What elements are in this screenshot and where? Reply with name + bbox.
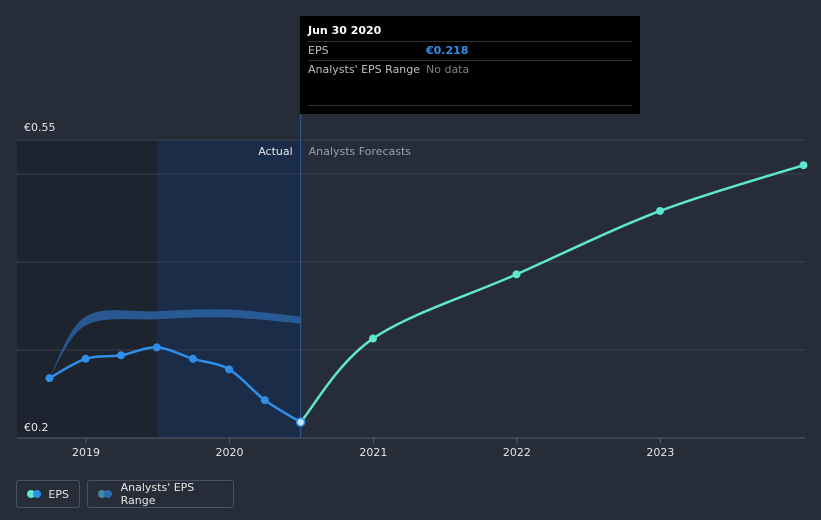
legend-eps-label: EPS	[48, 487, 69, 501]
eps-forecast-line	[299, 164, 804, 423]
eps-point-selected	[295, 417, 306, 427]
tooltip-eps-value: €0.218	[426, 44, 469, 57]
legend-analysts-range[interactable]: Analysts' EPS Range	[87, 480, 234, 508]
y-tick-bottom: €0.2	[24, 421, 49, 434]
eps-point	[225, 365, 234, 374]
eps-forecast-point	[369, 334, 377, 343]
legend-eps[interactable]: EPS	[16, 480, 80, 508]
x-tick-label: 2020	[216, 446, 244, 459]
eps-point	[188, 354, 197, 363]
x-tick-label: 2022	[503, 446, 531, 459]
eps-point	[260, 396, 269, 405]
tooltip-eps-label: EPS	[308, 44, 329, 57]
eps-forecast-point	[656, 206, 664, 215]
y-tick-top: €0.55	[24, 121, 56, 134]
eps-point	[116, 351, 125, 360]
x-tick-label: 2023	[646, 446, 674, 459]
eps-forecast-point	[512, 270, 521, 279]
eps-point	[152, 343, 161, 352]
legend-range-label: Analysts' EPS Range	[120, 481, 195, 507]
tooltip-eps-row: EPS €0.218	[308, 41, 632, 60]
eps-forecast-point	[799, 161, 808, 170]
x-tick-label: 2019	[72, 446, 100, 459]
range-legend-icon	[98, 490, 113, 498]
label-actual: Actual	[258, 145, 292, 158]
label-analysts-forecasts: Analysts Forecasts	[309, 145, 412, 158]
analysts-eps-range-area	[49, 309, 301, 379]
tooltip-range-label: Analysts' EPS Range	[308, 63, 421, 76]
tooltip-date: Jun 30 2020	[308, 24, 382, 37]
highlight-shade	[157, 140, 301, 438]
tooltip-range-row: Analysts' EPS Range No data	[308, 60, 632, 79]
tooltip: Jun 30 2020 EPS €0.218 Analysts' EPS Ran…	[300, 16, 640, 114]
eps-legend-icon	[27, 490, 41, 498]
eps-point	[45, 374, 54, 383]
x-tick-label: 2021	[359, 446, 387, 459]
past-shade	[17, 140, 158, 438]
eps-point	[81, 354, 90, 363]
tooltip-divider	[308, 105, 632, 106]
tooltip-range-value: No data	[426, 63, 470, 76]
